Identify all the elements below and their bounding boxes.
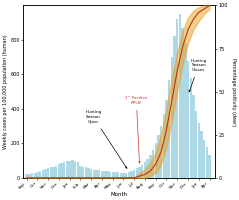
Y-axis label: Weekly cases per 100,000 population (human): Weekly cases per 100,000 population (hum… xyxy=(4,34,8,149)
Bar xyxy=(58,164,60,178)
Bar xyxy=(136,168,138,178)
Bar xyxy=(173,36,176,178)
Text: 1ˢᵗ Positive
RPLN: 1ˢᵗ Positive RPLN xyxy=(125,96,147,163)
Bar xyxy=(195,111,197,178)
Bar xyxy=(66,161,68,178)
Bar xyxy=(179,14,181,178)
Bar xyxy=(206,147,208,178)
Bar xyxy=(95,170,98,178)
Bar xyxy=(87,168,90,178)
X-axis label: Month: Month xyxy=(111,192,128,197)
Bar xyxy=(79,166,81,178)
Bar xyxy=(106,171,109,178)
Bar xyxy=(39,171,41,178)
Bar xyxy=(163,114,165,178)
Bar xyxy=(152,150,154,178)
Bar xyxy=(117,172,119,178)
Bar xyxy=(44,169,47,178)
Bar xyxy=(98,170,100,178)
Bar xyxy=(165,100,168,178)
Bar xyxy=(112,172,114,178)
Y-axis label: Percentage positivity (deer): Percentage positivity (deer) xyxy=(231,58,235,126)
Bar xyxy=(184,43,186,178)
Bar xyxy=(69,161,71,178)
Bar xyxy=(120,173,122,178)
Bar xyxy=(114,172,117,178)
Bar xyxy=(36,172,38,178)
Bar xyxy=(28,174,31,178)
Bar xyxy=(130,171,133,178)
Bar xyxy=(171,57,173,178)
Bar xyxy=(93,170,95,178)
Bar xyxy=(74,161,76,178)
Bar xyxy=(60,163,63,178)
Bar xyxy=(85,167,87,178)
Bar xyxy=(52,167,55,178)
Bar xyxy=(33,173,36,178)
Bar xyxy=(149,155,152,178)
Bar xyxy=(160,126,162,178)
Text: Hunting
Season
Open: Hunting Season Open xyxy=(85,110,127,168)
Bar xyxy=(128,172,130,178)
Bar xyxy=(25,174,28,178)
Bar xyxy=(76,162,79,178)
Bar xyxy=(55,166,57,178)
Bar xyxy=(50,167,52,178)
Bar xyxy=(63,162,65,178)
Bar xyxy=(203,140,205,178)
Bar xyxy=(138,167,141,178)
Bar xyxy=(133,170,136,178)
Bar xyxy=(71,160,74,178)
Bar xyxy=(147,159,149,178)
Bar xyxy=(155,143,157,178)
Bar xyxy=(101,171,103,178)
Bar xyxy=(82,167,84,178)
Bar xyxy=(187,61,189,178)
Bar xyxy=(125,173,127,178)
Bar xyxy=(192,95,195,178)
Bar xyxy=(122,173,125,178)
Bar xyxy=(42,170,44,178)
Bar xyxy=(141,165,143,178)
Bar xyxy=(90,169,92,178)
Bar xyxy=(103,171,106,178)
Bar xyxy=(176,19,179,178)
Bar xyxy=(144,162,146,178)
Bar xyxy=(208,155,211,178)
Bar xyxy=(190,78,192,178)
Bar xyxy=(198,123,200,178)
Bar xyxy=(109,172,111,178)
Bar xyxy=(31,173,33,178)
Text: Hunting
Season
Closes: Hunting Season Closes xyxy=(189,59,207,92)
Bar xyxy=(200,131,203,178)
Bar xyxy=(168,80,170,178)
Bar xyxy=(47,168,49,178)
Bar xyxy=(181,28,184,178)
Bar xyxy=(157,135,160,178)
